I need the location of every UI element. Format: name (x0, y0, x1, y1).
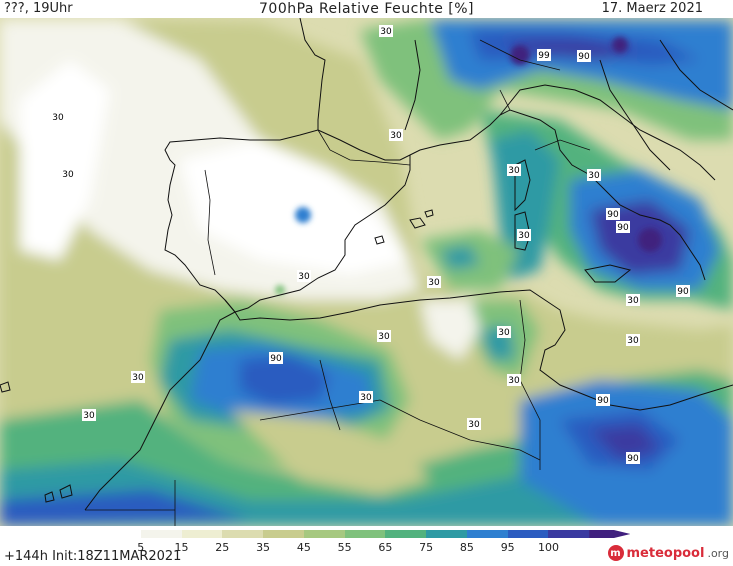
label-90-libya-1: 90 (596, 394, 610, 406)
header-bar: ???, 19Uhr 700hPa Relative Feuchte [%] 1… (0, 0, 733, 18)
color-scale-bar (100, 528, 631, 540)
svg-text:30: 30 (588, 171, 600, 181)
color-scale-tick: 5 (137, 541, 145, 554)
svg-text:90: 90 (270, 354, 282, 364)
color-scale-segment (140, 530, 183, 538)
map-title: 700hPa Relative Feuchte [%] (259, 1, 474, 17)
brand-logo[interactable]: m meteopool .org (607, 545, 729, 561)
color-scale-segment (263, 530, 305, 538)
svg-text:30: 30 (498, 328, 510, 338)
svg-text:30: 30 (468, 420, 480, 430)
color-scale-segment (466, 530, 509, 538)
svg-text:30: 30 (390, 131, 402, 141)
brand-tld: .org (707, 546, 729, 560)
svg-text:90: 90 (627, 454, 639, 464)
color-scale-segment (507, 530, 549, 538)
label-30-atlantic-1: 30 (51, 111, 65, 123)
label-30-corsica: 30 (507, 164, 521, 176)
label-30-algeria: 30 (377, 330, 391, 342)
svg-text:30: 30 (132, 373, 144, 383)
label-90-ionian: 90 (676, 285, 690, 297)
svg-text:30: 30 (508, 166, 520, 176)
svg-text:30: 30 (360, 393, 372, 403)
color-scale-segment (344, 530, 386, 538)
brand-name: meteopool (626, 545, 705, 561)
color-scale-segment (303, 530, 346, 538)
label-90-libya-2: 90 (626, 452, 640, 464)
run-info: +144h Init:18Z11MAR2021 (4, 549, 182, 564)
humidity-field (0, 20, 733, 526)
label-30-tunisia-1: 30 (626, 334, 640, 346)
color-scale-segment (548, 530, 590, 538)
color-scale-tick: 15 (174, 541, 189, 554)
color-scale-tick: 75 (419, 541, 434, 554)
label-30-north: 30 (379, 25, 393, 37)
svg-text:90: 90 (617, 223, 629, 233)
svg-text:30: 30 (62, 170, 74, 180)
svg-text:90: 90 (578, 52, 590, 62)
color-scale-segment (385, 530, 427, 538)
label-90-tyrrhenian-1: 90 (606, 208, 620, 220)
color-scale-tick: 25 (215, 541, 230, 554)
color-scale-segment (589, 530, 631, 538)
label-30-italy: 30 (587, 169, 601, 181)
label-30-atl-south-2: 30 (82, 409, 96, 421)
label-30-atlas: 30 (359, 391, 373, 403)
label-90-alps: 90 (577, 50, 591, 62)
humidity-map: 30 99 90 30 30 30 30 30 30 90 90 30 30 3… (0, 18, 733, 526)
color-scale-segment (181, 530, 223, 538)
valid-time: ???, 19Uhr (4, 1, 73, 16)
label-99-france: 99 (537, 49, 551, 61)
color-scale-segment (426, 530, 468, 538)
color-scale-tick: 45 (296, 541, 311, 554)
color-scale-tick: 95 (500, 541, 515, 554)
svg-text:30: 30 (83, 411, 95, 421)
color-scale-tick: 85 (459, 541, 474, 554)
label-90-morocco: 90 (269, 352, 283, 364)
svg-text:30: 30 (428, 278, 440, 288)
svg-text:30: 30 (627, 336, 639, 346)
color-scale-tick: 55 (337, 541, 352, 554)
svg-text:90: 90 (597, 396, 609, 406)
color-scale-segment (222, 530, 264, 538)
svg-text:30: 30 (52, 113, 64, 123)
color-scale-tick: 65 (378, 541, 393, 554)
label-30-pyrenees: 30 (389, 129, 403, 141)
valid-date: 17. Maerz 2021 (601, 1, 703, 16)
svg-text:99: 99 (538, 51, 550, 61)
svg-text:90: 90 (677, 287, 689, 297)
svg-text:30: 30 (508, 376, 520, 386)
label-30-atlantic-2: 30 (61, 168, 75, 180)
label-30-tunisia-2: 30 (497, 326, 511, 338)
color-scale-tick: 35 (256, 541, 271, 554)
label-30-libya: 30 (467, 418, 481, 430)
label-30-atl-south-1: 30 (131, 371, 145, 383)
contour-labels: 30 99 90 30 30 30 30 30 30 90 90 30 30 3… (51, 25, 690, 464)
label-30-alboran: 30 (297, 270, 311, 282)
meteopool-logo-icon: m (607, 545, 624, 561)
humidity-detail (275, 37, 662, 295)
svg-text:30: 30 (627, 296, 639, 306)
label-30-balearic: 30 (427, 276, 441, 288)
label-30-sahara: 30 (507, 374, 521, 386)
svg-text:30: 30 (378, 332, 390, 342)
svg-text:30: 30 (380, 27, 392, 37)
label-90-tyrrhenian-2: 90 (616, 221, 630, 233)
color-scale-segment (100, 530, 142, 538)
svg-text:30: 30 (518, 231, 530, 241)
label-30-sicily: 30 (626, 294, 640, 306)
color-scale-tick: 100 (537, 541, 559, 554)
svg-text:30: 30 (298, 272, 310, 282)
label-30-sardinia: 30 (517, 229, 531, 241)
svg-text:90: 90 (607, 210, 619, 220)
